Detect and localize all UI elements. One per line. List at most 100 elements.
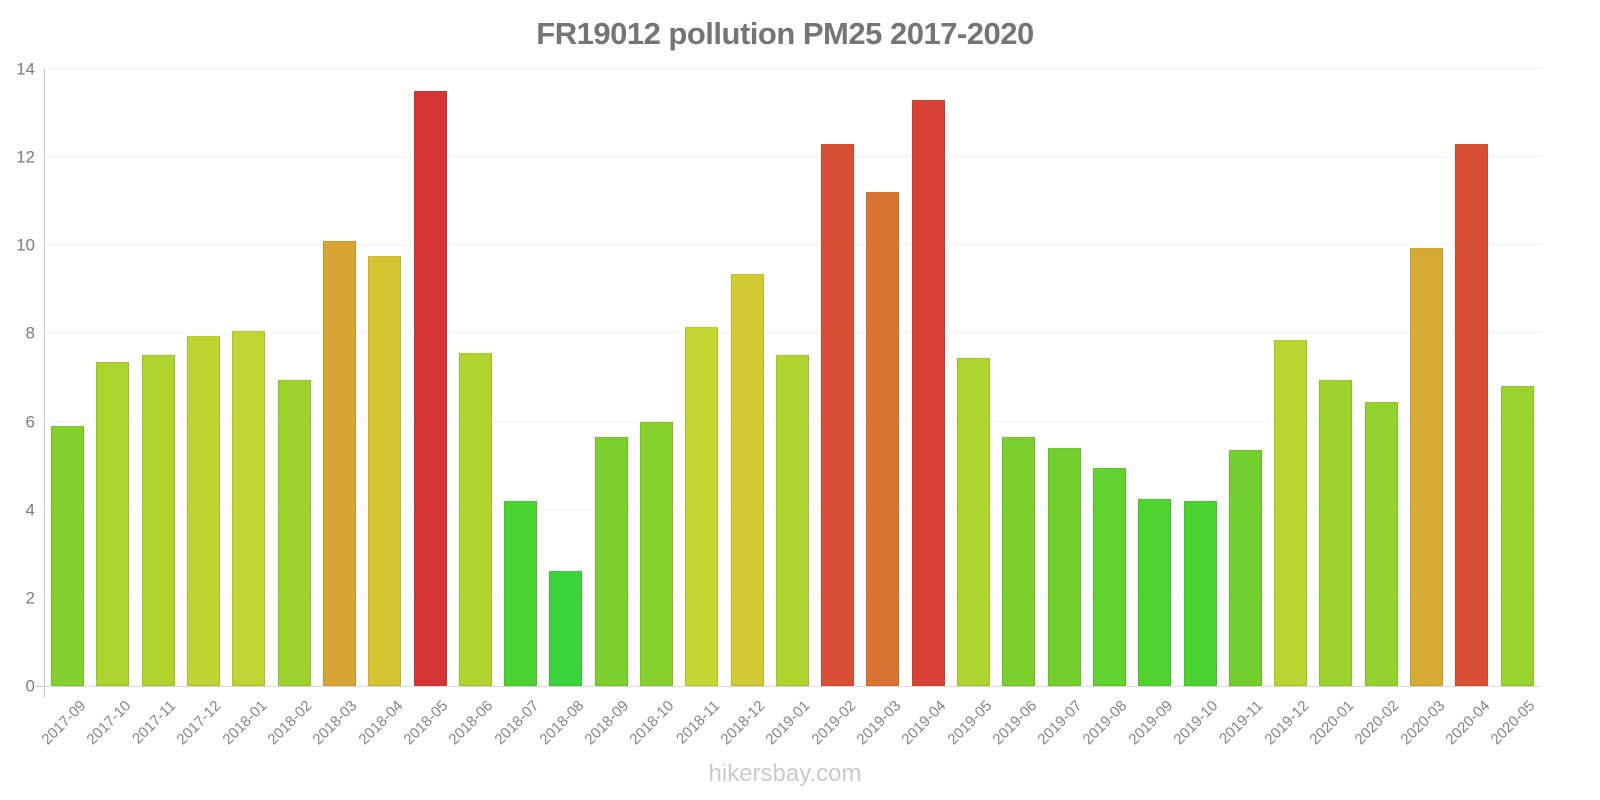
bar-2020-01[interactable] (1319, 379, 1353, 686)
bar-2019-09[interactable] (1138, 498, 1172, 686)
bar-2018-02[interactable] (277, 379, 311, 686)
x-tick-label: 2019-03 (853, 697, 905, 749)
zero-tick (36, 686, 44, 687)
bar-slot: 2018-07 (491, 69, 543, 748)
bar-2018-06[interactable] (458, 353, 492, 686)
bar-2019-06[interactable] (1002, 437, 1036, 686)
gridline-14 (45, 68, 1540, 69)
bar-2019-05[interactable] (957, 357, 991, 686)
x-tick-label: 2018-11 (672, 697, 724, 748)
bar-slot: 2019-07 (1035, 69, 1087, 748)
bar-slot: 2018-03 (310, 69, 362, 748)
bar-slot: 2018-11 (673, 69, 724, 747)
x-tick-label: 2017-09 (38, 697, 89, 749)
bar-slot: 2017-12 (174, 69, 226, 748)
y-tick-label-10: 10 (16, 235, 35, 255)
bar-slot: 2017-09 (38, 69, 90, 748)
plot-area: 2017-09 2017-10 2017-11 2017-12 2018-01 2018-… (36, 68, 1540, 748)
bar-2018-11[interactable] (685, 326, 719, 686)
x-tick-label: 2019-01 (762, 697, 814, 749)
chart-title: FR19012 pollution PM25 2017-2020 (536, 16, 1034, 51)
bar-slot: 2019-06 (989, 69, 1041, 748)
x-tick-label: 2017-10 (83, 697, 135, 749)
bar-2019-02[interactable] (821, 143, 855, 686)
y-tick-label-0: 0 (25, 676, 35, 696)
bar-slot: 2019-03 (853, 69, 905, 748)
x-tick-label: 2018-06 (445, 697, 497, 749)
gridline-10 (45, 244, 1540, 246)
bar-2019-08[interactable] (1092, 467, 1126, 686)
bar-slot: 2017-11 (129, 69, 181, 747)
y-tick-label-6: 6 (25, 412, 35, 432)
bar-2018-01[interactable] (232, 331, 266, 686)
gridline-8 (45, 332, 1540, 334)
x-tick-label: 2018-12 (717, 697, 769, 749)
bar-2018-08[interactable] (549, 571, 583, 686)
x-tick-label: 2017-12 (173, 697, 225, 749)
x-tick-label: 2018-04 (355, 697, 407, 749)
bar-2020-04[interactable] (1455, 143, 1489, 686)
bar-2018-10[interactable] (640, 421, 673, 686)
bar-2018-12[interactable] (730, 273, 764, 686)
bar-slot: 2017-10 (83, 69, 135, 748)
bar-slot: 2020-02 (1352, 69, 1404, 748)
x-tick-label: 2019-11 (1216, 697, 1267, 748)
bar-2017-12[interactable] (187, 335, 221, 686)
x-tick-label: 2020-02 (1351, 697, 1403, 749)
bar-2020-03[interactable] (1410, 247, 1444, 686)
bar-2019-03[interactable] (866, 192, 900, 686)
x-tick-label: 2018-07 (490, 697, 542, 749)
y-tick-label-4: 4 (25, 500, 35, 520)
bar-slot: 2018-08 (536, 69, 588, 748)
bar-slot: 2019-04 (899, 69, 951, 748)
bar-2019-07[interactable] (1047, 448, 1081, 686)
bar-slot: 2019-05 (944, 69, 996, 748)
bar-slot: 2018-02 (264, 69, 316, 748)
bar-slot: 2018-09 (582, 69, 634, 748)
bar-2018-09[interactable] (594, 437, 628, 686)
bar-2018-03[interactable] (322, 240, 356, 686)
bar-2019-10[interactable] (1183, 500, 1217, 686)
bar-2017-11[interactable] (141, 355, 175, 686)
x-tick-label: 2020-01 (1306, 697, 1358, 749)
bar-slot: 2020-04 (1442, 69, 1494, 748)
bar-2019-01[interactable] (775, 355, 809, 686)
bar-slot: 2019-02 (808, 69, 860, 748)
x-tick-label: 2019-05 (943, 697, 995, 749)
x-tick-label: 2019-07 (1034, 697, 1086, 749)
x-tick-label: 2018-01 (219, 697, 271, 749)
y-axis-labels: 0 2 4 6 8 10 12 14 (0, 61, 39, 695)
bar-slot: 2018-06 (446, 69, 498, 748)
bar-2018-07[interactable] (504, 500, 538, 686)
y-axis-line (44, 69, 45, 697)
bar-slot: 2019-11 (1217, 69, 1268, 747)
x-tick-label: 2019-09 (1125, 697, 1177, 749)
bar-2020-02[interactable] (1364, 401, 1398, 686)
x-tick-label: 2020-05 (1487, 697, 1539, 749)
x-tick-label: 2019-02 (808, 697, 860, 749)
bar-slot: 2020-05 (1488, 69, 1540, 748)
bar-2018-04[interactable] (368, 256, 402, 686)
bar-2019-04[interactable] (911, 99, 945, 686)
bar-2020-05[interactable] (1500, 386, 1534, 686)
bar-slot: 2019-10 (1170, 69, 1222, 748)
y-tick-label-2: 2 (25, 588, 35, 608)
x-tick-label: 2020-04 (1442, 697, 1494, 749)
y-tick-label-14: 14 (16, 59, 35, 79)
bar-2019-11[interactable] (1228, 450, 1262, 686)
bar-2017-09[interactable] (51, 425, 85, 686)
x-tick-label: 2019-04 (898, 697, 950, 749)
x-tick-label: 2018-08 (536, 697, 588, 749)
bar-2017-10[interactable] (96, 362, 130, 686)
x-tick-label: 2018-10 (626, 697, 678, 749)
bar-2018-05[interactable] (413, 91, 447, 686)
bar-2019-12[interactable] (1274, 340, 1308, 686)
x-tick-label: 2019-12 (1261, 697, 1312, 749)
y-tick-label-12: 12 (16, 147, 35, 167)
bar-slot: 2018-12 (717, 69, 769, 748)
bar-slot: 2018-04 (355, 69, 407, 748)
gridline-12 (45, 156, 1540, 158)
bar-slot: 2019-01 (763, 69, 815, 748)
x-tick-label: 2019-10 (1170, 697, 1222, 749)
bar-slot: 2018-10 (627, 69, 679, 748)
